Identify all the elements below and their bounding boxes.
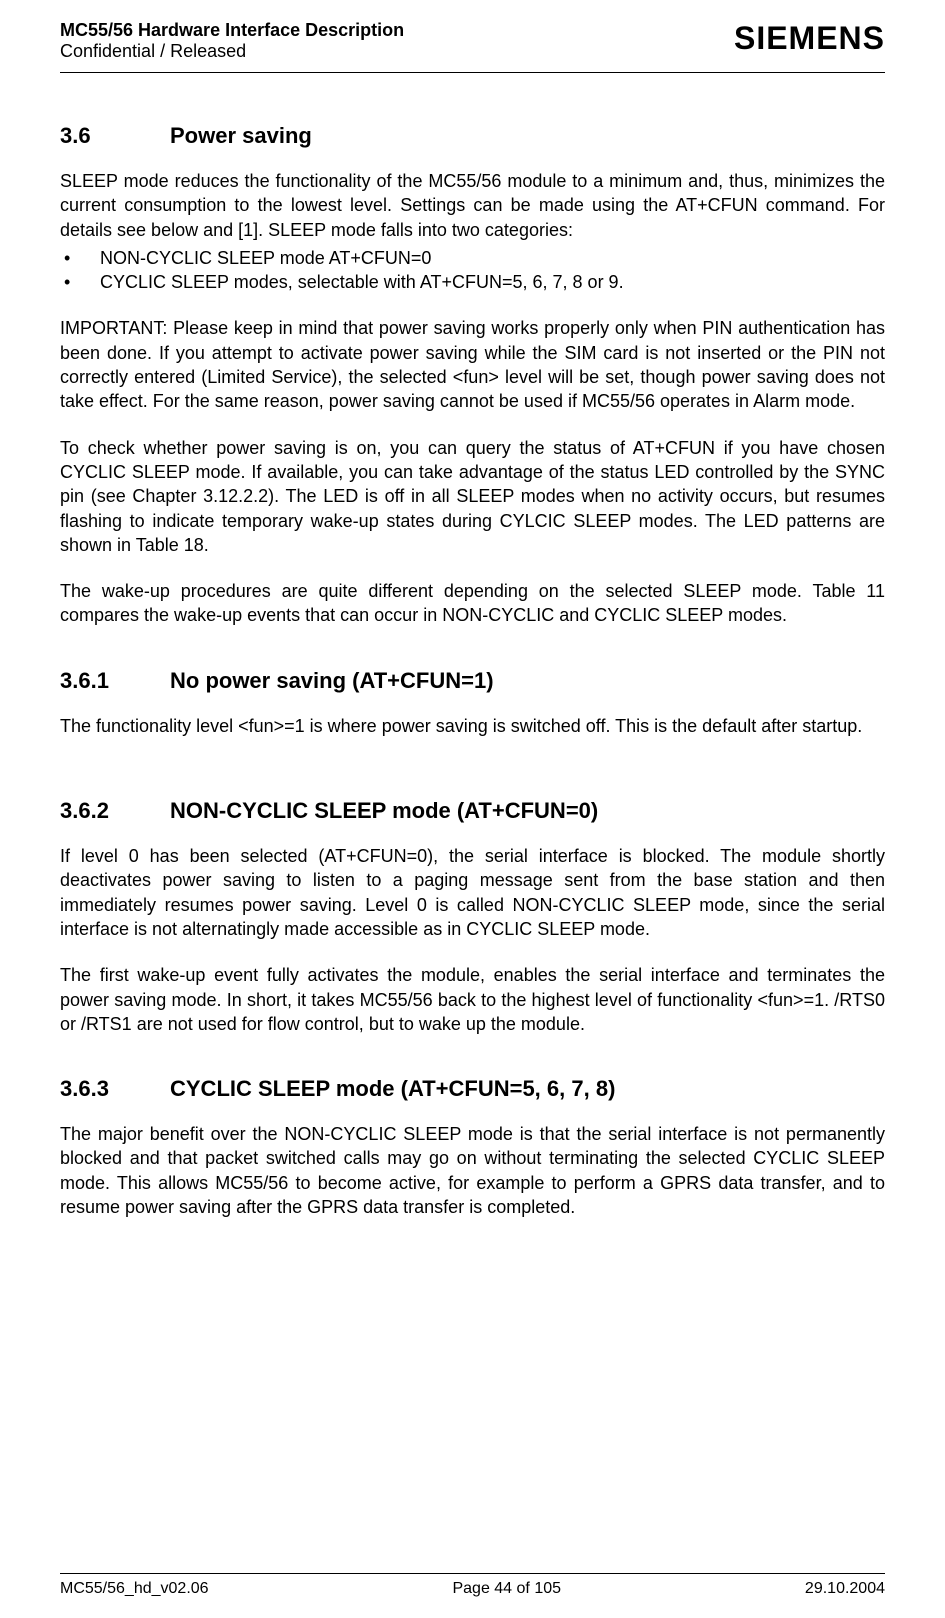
section-3-6-3-number: 3.6.3 [60,1076,170,1102]
doc-subtitle: Confidential / Released [60,41,404,62]
footer-version: MC55/56_hd_v02.06 [60,1580,209,1598]
section-3-6-para-3: To check whether power saving is on, you… [60,436,885,557]
page-header: MC55/56 Hardware Interface Description C… [60,0,885,73]
section-3-6-bullets: NON-CYCLIC SLEEP mode AT+CFUN=0 CYCLIC S… [60,246,885,295]
header-left: MC55/56 Hardware Interface Description C… [60,20,404,62]
bullet-cyclic: CYCLIC SLEEP modes, selectable with AT+C… [60,270,885,294]
section-3-6-3-para-1: The major benefit over the NON-CYCLIC SL… [60,1122,885,1219]
section-3-6-heading: 3.6Power saving [60,123,885,149]
section-3-6-para-2: IMPORTANT: Please keep in mind that powe… [60,316,885,413]
siemens-logo: SIEMENS [734,20,885,57]
footer-date: 29.10.2004 [805,1580,885,1598]
section-3-6-para-1: SLEEP mode reduces the functionality of … [60,169,885,242]
bullet-non-cyclic: NON-CYCLIC SLEEP mode AT+CFUN=0 [60,246,885,270]
section-3-6-1-heading: 3.6.1No power saving (AT+CFUN=1) [60,668,885,694]
section-3-6-2-number: 3.6.2 [60,798,170,824]
section-3-6-number: 3.6 [60,123,170,149]
section-3-6-1-number: 3.6.1 [60,668,170,694]
section-3-6-3-title: CYCLIC SLEEP mode (AT+CFUN=5, 6, 7, 8) [170,1076,615,1101]
page-footer: MC55/56_hd_v02.06 Page 44 of 105 29.10.2… [60,1573,885,1598]
footer-page-number: Page 44 of 105 [452,1580,561,1598]
section-3-6-1-para-1: The functionality level <fun>=1 is where… [60,714,885,738]
section-3-6-2-para-2: The first wake-up event fully activates … [60,963,885,1036]
section-3-6-2-para-1: If level 0 has been selected (AT+CFUN=0)… [60,844,885,941]
section-3-6-1-title: No power saving (AT+CFUN=1) [170,668,494,693]
doc-title: MC55/56 Hardware Interface Description [60,20,404,41]
section-3-6-2-heading: 3.6.2NON-CYCLIC SLEEP mode (AT+CFUN=0) [60,798,885,824]
section-3-6-3-heading: 3.6.3CYCLIC SLEEP mode (AT+CFUN=5, 6, 7,… [60,1076,885,1102]
page-content: 3.6Power saving SLEEP mode reduces the f… [60,73,885,1219]
section-3-6-2-title: NON-CYCLIC SLEEP mode (AT+CFUN=0) [170,798,598,823]
section-3-6-para-4: The wake-up procedures are quite differe… [60,579,885,628]
section-3-6-title: Power saving [170,123,312,148]
